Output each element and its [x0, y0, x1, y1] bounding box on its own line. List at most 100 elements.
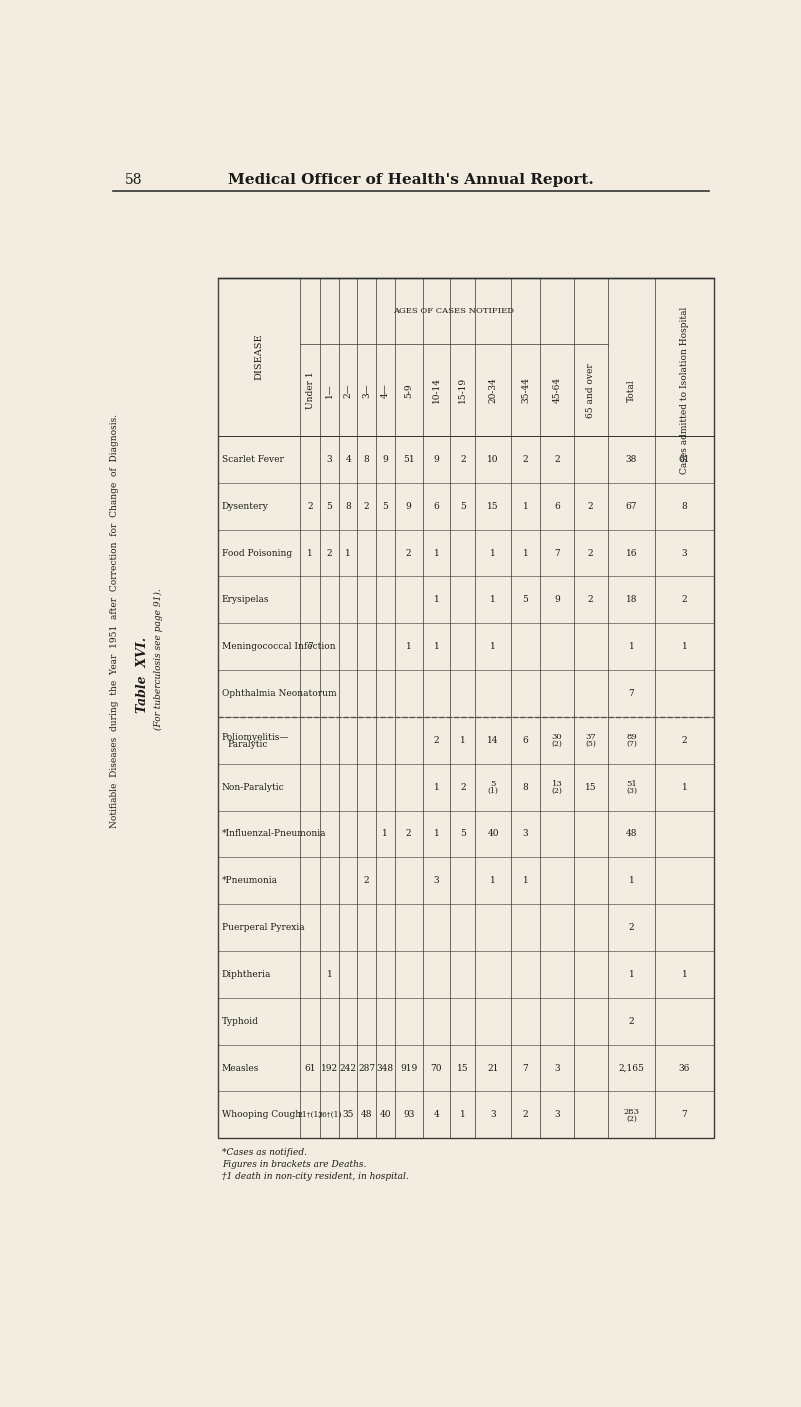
Text: 13: 13 [552, 779, 562, 788]
Text: 89: 89 [626, 733, 637, 741]
Text: 40: 40 [380, 1110, 391, 1120]
Text: 7: 7 [682, 1110, 687, 1120]
Text: 1: 1 [460, 1110, 465, 1120]
Text: 1: 1 [490, 642, 496, 651]
Text: 51: 51 [403, 454, 414, 464]
Text: 2: 2 [629, 923, 634, 931]
Text: 65 and over: 65 and over [586, 363, 595, 418]
Text: 2: 2 [406, 830, 412, 839]
Text: 1: 1 [433, 782, 440, 792]
Text: Non-Paralytic: Non-Paralytic [222, 782, 284, 792]
Text: 16: 16 [626, 549, 637, 557]
Text: 2: 2 [682, 595, 687, 605]
Text: 15-19: 15-19 [458, 377, 467, 404]
Text: 5: 5 [460, 830, 465, 839]
Text: 192: 192 [321, 1064, 338, 1072]
Text: 2: 2 [364, 877, 369, 885]
Text: Diphtheria: Diphtheria [222, 969, 272, 979]
Text: 1: 1 [629, 642, 634, 651]
Text: 4—: 4— [380, 383, 390, 398]
Text: 5: 5 [327, 502, 332, 511]
Text: 36: 36 [678, 1064, 690, 1072]
Text: 61: 61 [678, 454, 690, 464]
Text: 2: 2 [629, 1017, 634, 1026]
Text: Typhoid: Typhoid [222, 1017, 259, 1026]
Text: 45-64: 45-64 [553, 377, 562, 404]
Text: Figures in brackets are Deaths.: Figures in brackets are Deaths. [222, 1159, 366, 1169]
Text: 2: 2 [460, 782, 465, 792]
Text: 5-9: 5-9 [404, 383, 413, 398]
Text: 1: 1 [308, 549, 313, 557]
Text: 2: 2 [523, 1110, 529, 1120]
Text: 3: 3 [682, 549, 687, 557]
Text: 35-44: 35-44 [521, 377, 530, 404]
Text: (3): (3) [626, 787, 637, 795]
Text: 3: 3 [490, 1110, 496, 1120]
Text: Whooping Cough: Whooping Cough [222, 1110, 301, 1120]
Text: 1: 1 [523, 502, 529, 511]
Text: Paralytic: Paralytic [227, 740, 268, 749]
Text: 2: 2 [588, 502, 594, 511]
Text: Total: Total [627, 378, 636, 401]
Text: 9: 9 [433, 454, 440, 464]
Text: 2: 2 [554, 454, 560, 464]
Text: 1: 1 [327, 969, 332, 979]
Text: 2: 2 [523, 454, 529, 464]
Text: 2: 2 [588, 595, 594, 605]
Text: 7: 7 [523, 1064, 529, 1072]
Text: 348: 348 [376, 1064, 394, 1072]
Text: 7: 7 [308, 642, 313, 651]
Text: 2: 2 [682, 736, 687, 744]
Text: 3: 3 [554, 1064, 560, 1072]
Text: (2): (2) [552, 787, 562, 795]
Text: 1—: 1— [325, 383, 334, 398]
Text: Meningococcal Infection: Meningococcal Infection [222, 642, 336, 651]
Text: 14: 14 [487, 736, 499, 744]
Text: 10: 10 [487, 454, 499, 464]
Text: (2): (2) [552, 740, 562, 749]
Text: 1: 1 [682, 642, 687, 651]
Text: 1: 1 [460, 736, 465, 744]
Text: Poliomyelitis—: Poliomyelitis— [222, 733, 289, 741]
Text: 283: 283 [623, 1107, 639, 1116]
Text: 287: 287 [358, 1064, 376, 1072]
Text: 1: 1 [345, 549, 351, 557]
Text: Ophthalmia Neonatorum: Ophthalmia Neonatorum [222, 689, 336, 698]
Text: 21: 21 [487, 1064, 499, 1072]
Text: 2: 2 [460, 454, 465, 464]
Text: 2: 2 [308, 502, 313, 511]
Text: 38: 38 [626, 454, 637, 464]
Text: 1: 1 [490, 549, 496, 557]
Text: 61: 61 [304, 1064, 316, 1072]
Text: 5: 5 [382, 502, 388, 511]
Text: 1: 1 [629, 969, 634, 979]
Text: Cases admitted to Isolation Hospital: Cases admitted to Isolation Hospital [680, 307, 689, 474]
Text: DISEASE: DISEASE [255, 333, 264, 380]
Text: 15: 15 [585, 782, 597, 792]
Text: 2,165: 2,165 [618, 1064, 644, 1072]
Text: 37: 37 [586, 733, 596, 741]
Text: 36†(1): 36†(1) [317, 1112, 342, 1119]
Text: 4: 4 [433, 1110, 440, 1120]
Text: 1: 1 [523, 549, 529, 557]
Text: 48: 48 [361, 1110, 372, 1120]
Text: 15: 15 [457, 1064, 469, 1072]
Text: *Influenzal-Pneumonia: *Influenzal-Pneumonia [222, 830, 326, 839]
Text: 2: 2 [433, 736, 439, 744]
Bar [218, 279, 714, 1138]
Text: *Cases as notified.: *Cases as notified. [222, 1148, 307, 1157]
Text: *Pneumonia: *Pneumonia [222, 877, 278, 885]
Text: 9: 9 [554, 595, 560, 605]
Text: 7: 7 [629, 689, 634, 698]
Text: Food Poisoning: Food Poisoning [222, 549, 292, 557]
Text: Puerperal Pyrexia: Puerperal Pyrexia [222, 923, 304, 931]
Text: 8: 8 [523, 782, 529, 792]
Text: 1: 1 [433, 830, 440, 839]
Text: 3: 3 [433, 877, 439, 885]
Text: 3: 3 [523, 830, 529, 839]
Text: 3: 3 [327, 454, 332, 464]
Text: 7: 7 [554, 549, 560, 557]
Text: 1: 1 [433, 642, 440, 651]
Text: 1: 1 [682, 782, 687, 792]
Text: 48: 48 [626, 830, 637, 839]
